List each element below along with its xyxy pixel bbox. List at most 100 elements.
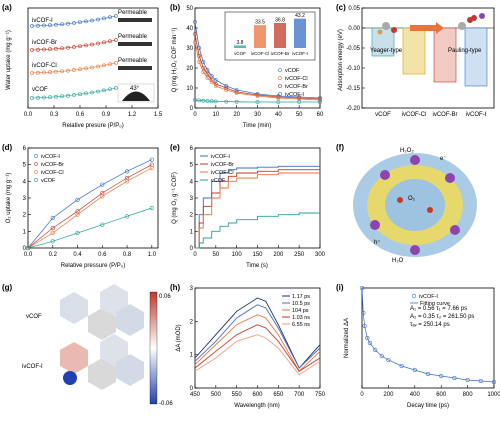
permeable-label-3: Permeable — [118, 58, 148, 64]
d-xtick-label-4: 0.8 — [123, 252, 132, 258]
i-point-2 — [362, 323, 367, 329]
b-point-3-6 — [224, 99, 229, 104]
e-ytick-label-1: 1 — [190, 229, 194, 235]
panel-c-label: (c) — [336, 3, 346, 12]
b-ytick-label-1: 10 — [186, 86, 193, 92]
panel-i-label: (i) — [336, 283, 344, 292]
electron-label: e⁻ — [440, 156, 447, 162]
i-fit-curve — [361, 287, 495, 383]
inset-bar-label-1: 33.5 — [255, 20, 265, 26]
d-point-0-5 — [149, 157, 154, 162]
esp-colorbar — [149, 291, 158, 405]
b-point-2-2 — [201, 70, 206, 74]
b-xtick-label-1: 10 — [212, 112, 219, 118]
d-legend-marker-3 — [34, 178, 38, 182]
o2-label: O₂ — [408, 196, 416, 202]
b-point-2-9 — [276, 96, 281, 100]
d-point-2-4 — [124, 179, 130, 184]
a-point-3-14 — [114, 86, 118, 90]
b-legend-marker-2 — [278, 84, 282, 88]
panel-a-xlabel: Relative presure (P/P₀) — [62, 123, 124, 129]
i-point-6 — [379, 353, 384, 359]
panel-e: (e) Time (s) Q (mg O₂ g⁻¹ COF) 0 50 100 150… — [170, 143, 326, 269]
b-point-2-0 — [193, 40, 197, 44]
e-ytick-label-5: 5 — [190, 163, 194, 169]
d-ytick-label-3: 3 — [23, 196, 27, 202]
d-point-2-5 — [149, 165, 154, 171]
h-ytick-label-1: 1 — [190, 353, 194, 359]
c-category-1: ivCOF-Cl — [402, 112, 427, 118]
inset-bar-label-2: 36.8 — [275, 17, 285, 23]
h-legend-2: 104 ps — [292, 308, 309, 314]
panel-g: (g) vCOF ivCOF-I 0.06 -0.06 — [2, 283, 173, 407]
panel-d: (d) Relative pressure (P/P₀) O₂ uptake (… — [2, 143, 159, 269]
inset-category-3: ivCOF-I — [292, 51, 308, 56]
inset-bar-1 — [254, 25, 266, 48]
inset-bar-0 — [234, 45, 246, 48]
panel-i: (i) Decay time (ps) Normalized ΔA 0 200 40… — [336, 283, 500, 409]
d-legend-marker-1 — [34, 162, 38, 166]
b-xtick-label-0: 0 — [193, 112, 197, 118]
e-xtick-label-4: 200 — [273, 252, 284, 258]
h-ytick-label-3: 3 — [190, 286, 194, 292]
panel-e-label: (e) — [170, 143, 180, 152]
b-xtick-label-3: 30 — [254, 112, 261, 118]
d-legend-marker-2 — [34, 170, 38, 174]
h-xtick-label-1: 500 — [211, 392, 222, 398]
c-bar-3 — [464, 27, 488, 87]
h2o2-label: H₂O₂ — [400, 148, 414, 154]
panel-c-axes — [361, 7, 495, 109]
b-point-0-2 — [201, 60, 206, 64]
b-point-2-3 — [205, 76, 210, 80]
i-legend-0: ivCOF-I — [419, 294, 438, 300]
e-xtick-label-5: 250 — [294, 252, 305, 258]
panel-b-label: (b) — [170, 3, 181, 12]
b-point-3-3 — [205, 99, 210, 103]
esp-scale-max: 0.06 — [159, 294, 171, 300]
inset-bar-3 — [294, 18, 306, 48]
e-legend-2: ivCOF-Cl — [211, 170, 234, 176]
panel-c: (c) Adsorption energy (eV) -0.20 -0.15 -0.… — [336, 3, 495, 118]
d-point-2-1 — [50, 230, 55, 236]
permeable-image-2 — [118, 42, 152, 46]
inset-bar-2 — [274, 22, 286, 48]
series-label-ivcof-br: ivCOF-Br — [32, 40, 57, 46]
d-point-3-1 — [50, 239, 55, 244]
b-legend-marker-3 — [278, 92, 282, 96]
i-point-11 — [439, 373, 444, 379]
b-legend-0: vCOF — [285, 68, 300, 74]
b-xtick-label-4: 40 — [275, 112, 282, 118]
d-legend-marker-0 — [34, 154, 38, 158]
h-xtick-label-5: 700 — [294, 392, 305, 398]
h-legend-0: 1.17 ps — [292, 294, 310, 300]
d-ytick-label-2: 2 — [23, 213, 27, 219]
h2o-label: H₂O — [392, 258, 404, 264]
cof-structure-image — [353, 153, 477, 257]
d-ytick-label-6: 6 — [23, 146, 27, 152]
permeable-label-1: Permeable — [118, 10, 148, 16]
permeable-image-3 — [118, 66, 152, 70]
b-legend-1: ivCOF-Cl — [285, 76, 308, 82]
b-point-3-4 — [209, 99, 214, 104]
i-point-9 — [412, 367, 417, 373]
d-xtick-label-0: 0.0 — [24, 252, 33, 258]
d-legend-1: ivCOF-Br — [41, 162, 64, 168]
h-legend-1: 10.5 ps — [292, 301, 310, 307]
h-xtick-label-4: 650 — [273, 392, 284, 398]
i-point-0 — [359, 285, 365, 291]
a-series-0 — [31, 15, 117, 27]
panel-d-xlabel: Relative pressure (P/P₀) — [61, 263, 126, 269]
e-legend-1: ivCOF-Br — [211, 162, 234, 168]
arrow-head-icon — [436, 22, 444, 34]
i-point-15 — [491, 379, 497, 385]
panel-h-xlabel: Wavelength (nm) — [234, 403, 279, 409]
molecule-right-icon — [458, 13, 485, 30]
b-point-2-7 — [234, 91, 239, 95]
h-xtick-label-0: 450 — [190, 392, 201, 398]
a-xtick-label-2: 0.6 — [76, 112, 85, 118]
b-legend-marker-1 — [278, 76, 282, 80]
i-xtick-label-2: 400 — [410, 392, 421, 398]
b-ytick-label-2: 20 — [186, 66, 193, 72]
d-point-3-5 — [149, 205, 154, 211]
permeable-image-1 — [118, 18, 152, 22]
